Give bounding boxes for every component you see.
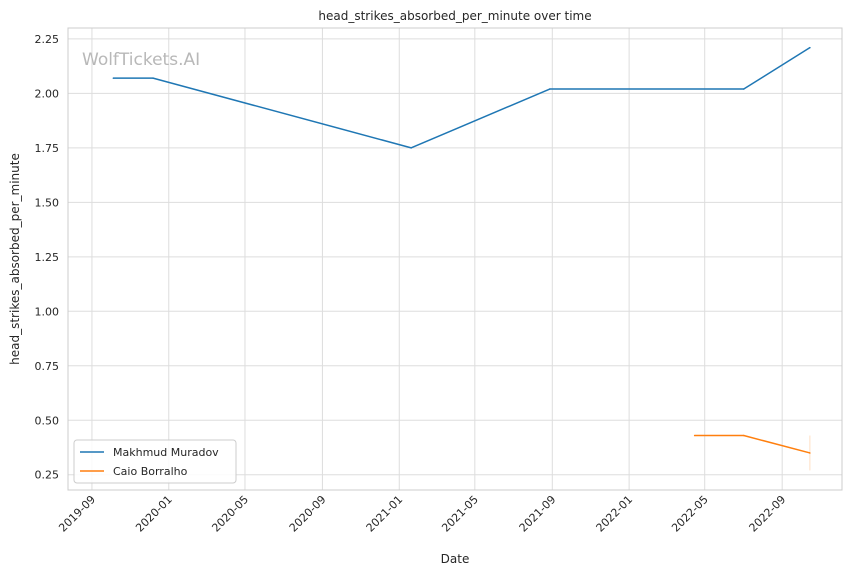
y-tick-label-2.00: 2.00 xyxy=(35,87,60,100)
data-point-caio-borralho-2 xyxy=(809,452,811,454)
data-point-makhmud-muradov-4 xyxy=(743,88,745,90)
grid xyxy=(68,28,842,490)
y-tick-label-1.50: 1.50 xyxy=(35,196,60,209)
data-point-makhmud-muradov-5 xyxy=(809,46,811,49)
legend-label-caio-borralho: Caio Borralho xyxy=(113,465,188,478)
series-layer xyxy=(112,46,811,471)
y-tick-label-0.50: 0.50 xyxy=(35,414,60,427)
x-axis-label: Date xyxy=(441,552,470,566)
legend-box xyxy=(73,439,237,484)
y-tick-label-0.75: 0.75 xyxy=(35,360,60,373)
y-tick-label-2.25: 2.25 xyxy=(35,33,60,46)
plot-area xyxy=(68,28,842,490)
data-point-makhmud-muradov-2 xyxy=(410,147,412,149)
data-point-makhmud-muradov-3 xyxy=(549,88,551,90)
y-tick-labels: 0.25 0.50 0.75 1.00 1.25 1.50 1.75 2.00 2.25 xyxy=(35,33,60,482)
plot-frame xyxy=(67,27,843,491)
series-line-makhmud-muradov xyxy=(113,46,811,149)
y-tick-label-0.25: 0.25 xyxy=(35,469,60,482)
data-point-caio-borralho-1 xyxy=(743,434,745,437)
data-point-caio-borralho-0 xyxy=(693,434,696,437)
y-tick-label-1.00: 1.00 xyxy=(35,305,60,318)
legend-label-makhmud-muradov: Makhmud Muradov xyxy=(113,446,219,459)
data-point-makhmud-muradov-0 xyxy=(112,77,115,79)
y-tick-label-1.25: 1.25 xyxy=(35,251,60,264)
y-axis-label: head_strikes_absorbed_per_minute xyxy=(8,153,22,365)
legend: Makhmud Muradov Caio Borralho xyxy=(73,439,237,484)
chart-title: head_strikes_absorbed_per_minute over ti… xyxy=(318,9,591,23)
watermark: WolfTickets.AI xyxy=(82,50,200,70)
data-point-makhmud-muradov-1 xyxy=(152,77,154,79)
y-tick-label-1.75: 1.75 xyxy=(35,142,60,155)
